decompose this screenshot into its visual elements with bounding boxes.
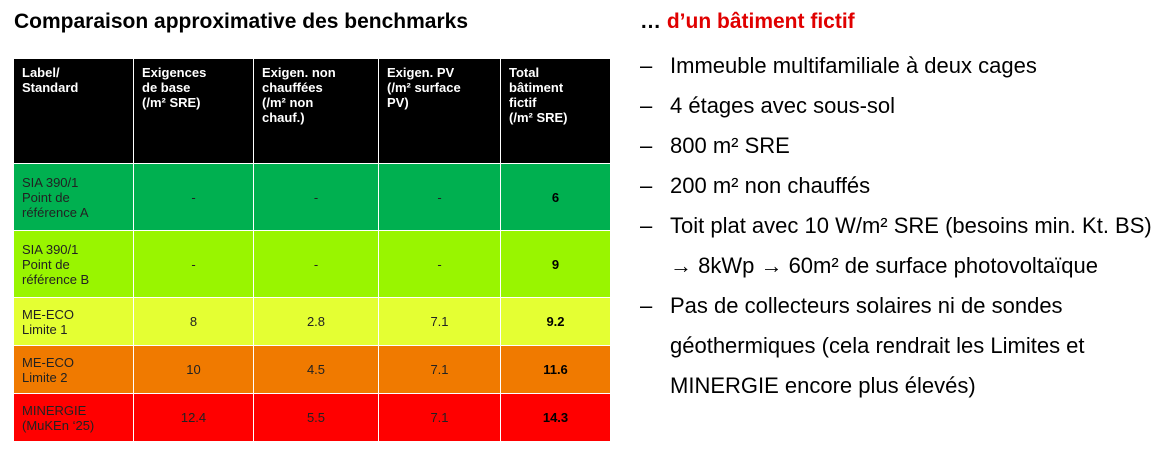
row-label: SIA 390/1 Point de référence A (13, 163, 134, 231)
table-body: SIA 390/1 Point de référence A - - -6 SIA 39… (13, 163, 611, 442)
cell: 5.5 (253, 393, 379, 442)
cell: 9.2 (500, 297, 611, 346)
cell: 14.3 (500, 393, 611, 442)
row-label: SIA 390/1 Point de référence B (13, 230, 134, 298)
table-row: ME-ECO Limite 2 10 4.5 7.1 11.6 (13, 345, 611, 394)
cell: - (253, 230, 379, 298)
bullet-list: Immeuble multifamiliale à deux cages4 ét… (640, 46, 1168, 406)
table-row: SIA 390/1 Point de référence A---6 (13, 163, 611, 231)
cell: 7.1 (378, 297, 501, 346)
cell: 7.1 (378, 345, 501, 394)
bullet: 800 m² SRE (640, 126, 1168, 166)
cell: 2.8 (253, 297, 379, 346)
benchmark-table: Label/ Standard Exigences de base (/m² SR… (13, 58, 611, 442)
header-cell: Exigences de base (/m² SRE) (133, 58, 254, 164)
header-cell: Label/ Standard (13, 58, 134, 164)
heading: … d’un bâtiment fictif (640, 10, 855, 34)
cell: - (253, 163, 379, 231)
table-row: MINERGIE (MuKEn ‘25) 12.4 5.5 7.1 14.3 (13, 393, 611, 442)
bullet: Immeuble multifamiliale à deux cages (640, 46, 1168, 86)
bullet: 200 m² non chauffés (640, 166, 1168, 206)
heading-prefix: … (640, 10, 661, 33)
row-label: ME-ECO Limite 2 (13, 345, 134, 394)
cell: - (378, 230, 501, 298)
cell: 8 (133, 297, 254, 346)
cell: - (378, 163, 501, 231)
header-cell: Exigen. PV (/m² surface PV) (378, 58, 501, 164)
heading-text: d’un bâtiment fictif (666, 10, 855, 33)
cell: 6 (500, 163, 611, 231)
cell: 9 (500, 230, 611, 298)
bullet: 4 étages avec sous-sol (640, 86, 1168, 126)
title: Comparaison approximative des benchmarks (14, 10, 468, 33)
row-label: ME-ECO Limite 1 (13, 297, 134, 346)
cell: 7.1 (378, 393, 501, 442)
bullet: Pas de collecteurs solaires ni de sondes… (640, 286, 1168, 406)
cell: - (133, 163, 254, 231)
cell: 10 (133, 345, 254, 394)
row-label: MINERGIE (MuKEn ‘25) (13, 393, 134, 442)
cell: 11.6 (500, 345, 611, 394)
table-row: ME-ECO Limite 1 8 2.8 7.1 9.2 (13, 297, 611, 346)
header-cell: Total bâtiment fictif (/m² SRE) (500, 58, 611, 164)
header-cell: Exigen. non chauffées (/m² non chauf.) (253, 58, 379, 164)
header-row: Label/ Standard Exigences de base (/m² SR… (13, 58, 611, 164)
cell: 4.5 (253, 345, 379, 394)
cell: 12.4 (133, 393, 254, 442)
cell: - (133, 230, 254, 298)
bullet: Toit plat avec 10 W/m² SRE (besoins min.… (640, 206, 1168, 286)
table-row: SIA 390/1 Point de référence B---9 (13, 230, 611, 298)
